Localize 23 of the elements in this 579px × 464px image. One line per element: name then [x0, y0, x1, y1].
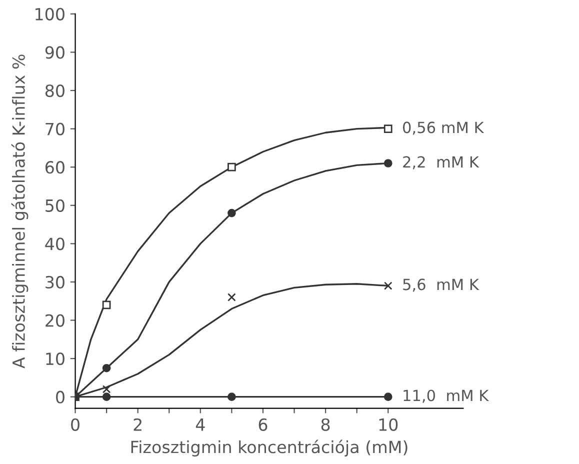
y-tick-label: 80	[45, 84, 64, 98]
series-label: 5,6 mM K	[403, 278, 480, 292]
x-tick-label: 0	[71, 418, 80, 431]
y-tick-label: 0	[56, 390, 64, 404]
x-axis-title: Fizosztigmin koncentrációja (mM)	[131, 440, 408, 457]
x-tick-label: 2	[134, 418, 142, 431]
series-label: 0,56 mM K	[403, 122, 484, 135]
x-tick-label: 6	[258, 418, 268, 431]
y-tick-label: 30	[46, 276, 64, 289]
y-tick-label: 70	[46, 122, 64, 136]
y-tick-label: 50	[46, 199, 64, 212]
y-axis-title: A fizosztigminnel gátolható K-influx %	[11, 54, 28, 368]
y-tick-label: 60	[46, 161, 64, 174]
y-tick-label: 100	[36, 8, 64, 20]
y-tick-label: 90	[45, 46, 64, 59]
x-tick-label: 10	[379, 418, 398, 431]
x-tick-label: 8	[321, 418, 330, 431]
x-tick-label: 4	[196, 418, 205, 431]
y-tick-label: 40	[45, 238, 64, 250]
series-label: 2,2 mM K	[403, 156, 480, 170]
y-tick-label: 20	[46, 314, 64, 327]
series-label: 11,0 mM K	[404, 390, 489, 403]
y-tick-label: 10	[46, 352, 64, 366]
